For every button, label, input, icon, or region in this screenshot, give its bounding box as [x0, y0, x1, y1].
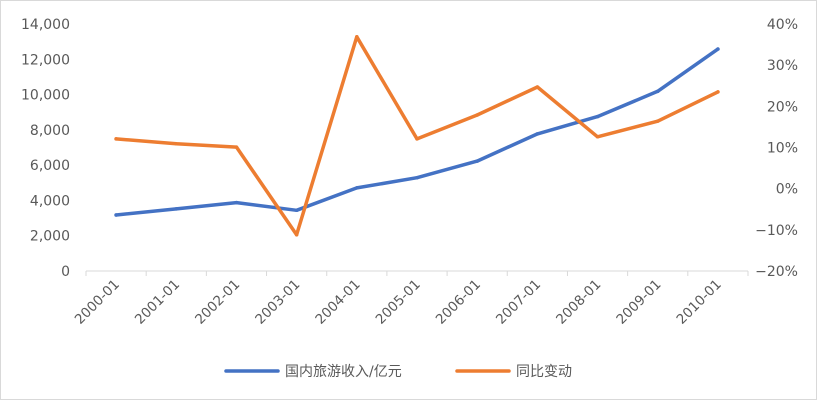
x-tick-label: 2000-01	[72, 277, 123, 328]
x-tick-label: 2002-01	[192, 277, 243, 328]
data-point	[174, 207, 179, 211]
x-tick-label: 2007-01	[493, 277, 544, 328]
y-left-tick-label: 14,000	[21, 17, 70, 33]
data-point	[475, 113, 479, 117]
data-point	[355, 186, 359, 190]
y-right-tick-label: −20%	[755, 264, 798, 280]
x-tick-label: 2010-01	[674, 277, 725, 328]
y-right-tick-label: 30%	[767, 58, 798, 74]
data-point	[595, 135, 600, 139]
x-tick-label: 2003-01	[252, 277, 303, 328]
data-point	[475, 159, 479, 163]
y-left-tick-label: 12,000	[21, 52, 70, 68]
series-lines	[114, 35, 720, 237]
data-point	[174, 142, 179, 146]
data-point	[355, 35, 359, 39]
data-point	[716, 47, 720, 51]
data-point	[294, 208, 299, 213]
data-point	[234, 145, 239, 149]
data-point	[415, 137, 419, 141]
data-point	[655, 89, 660, 94]
y-left-tick-label: 2,000	[30, 229, 70, 245]
legend-label: 同比变动	[516, 364, 572, 380]
x-tick-label: 2008-01	[553, 277, 604, 328]
data-point	[294, 233, 299, 237]
data-point	[716, 90, 720, 94]
axes: 0 2,000 4,000 6,000 8,000 10,000 12,000 14,000 −…	[21, 17, 798, 328]
y-right-tick-label: 40%	[767, 17, 798, 33]
data-point	[114, 213, 118, 217]
data-point	[595, 114, 600, 119]
data-point	[655, 119, 660, 123]
x-tick-label: 2001-01	[132, 277, 183, 328]
data-point	[535, 132, 540, 136]
data-point	[114, 137, 118, 141]
x-tick-label: 2009-01	[613, 277, 664, 328]
y-right-tick-label: 10%	[767, 141, 798, 157]
data-point	[415, 175, 419, 180]
y-left-tick-label: 4,000	[30, 193, 70, 209]
y-right-tick-label: 20%	[767, 99, 798, 115]
y-left-tick-label: 10,000	[21, 88, 70, 104]
y-left-tick-label: 6,000	[30, 158, 70, 174]
legend-label: 国内旅游收入/亿元	[285, 364, 402, 380]
y-left-tick-label: 8,000	[30, 123, 70, 139]
y-right-tick-label: 0%	[776, 182, 798, 198]
series-line	[114, 47, 720, 217]
x-tick-label: 2006-01	[433, 277, 484, 328]
x-tick-label: 2005-01	[373, 277, 424, 328]
x-tick-label: 2004-01	[312, 277, 363, 328]
y-left-tick-label: 0	[61, 264, 70, 280]
legend: 国内旅游收入/亿元 同比变动	[224, 364, 572, 380]
data-point	[535, 85, 540, 89]
data-point	[234, 200, 239, 205]
y-right-tick-label: −10%	[755, 223, 798, 239]
